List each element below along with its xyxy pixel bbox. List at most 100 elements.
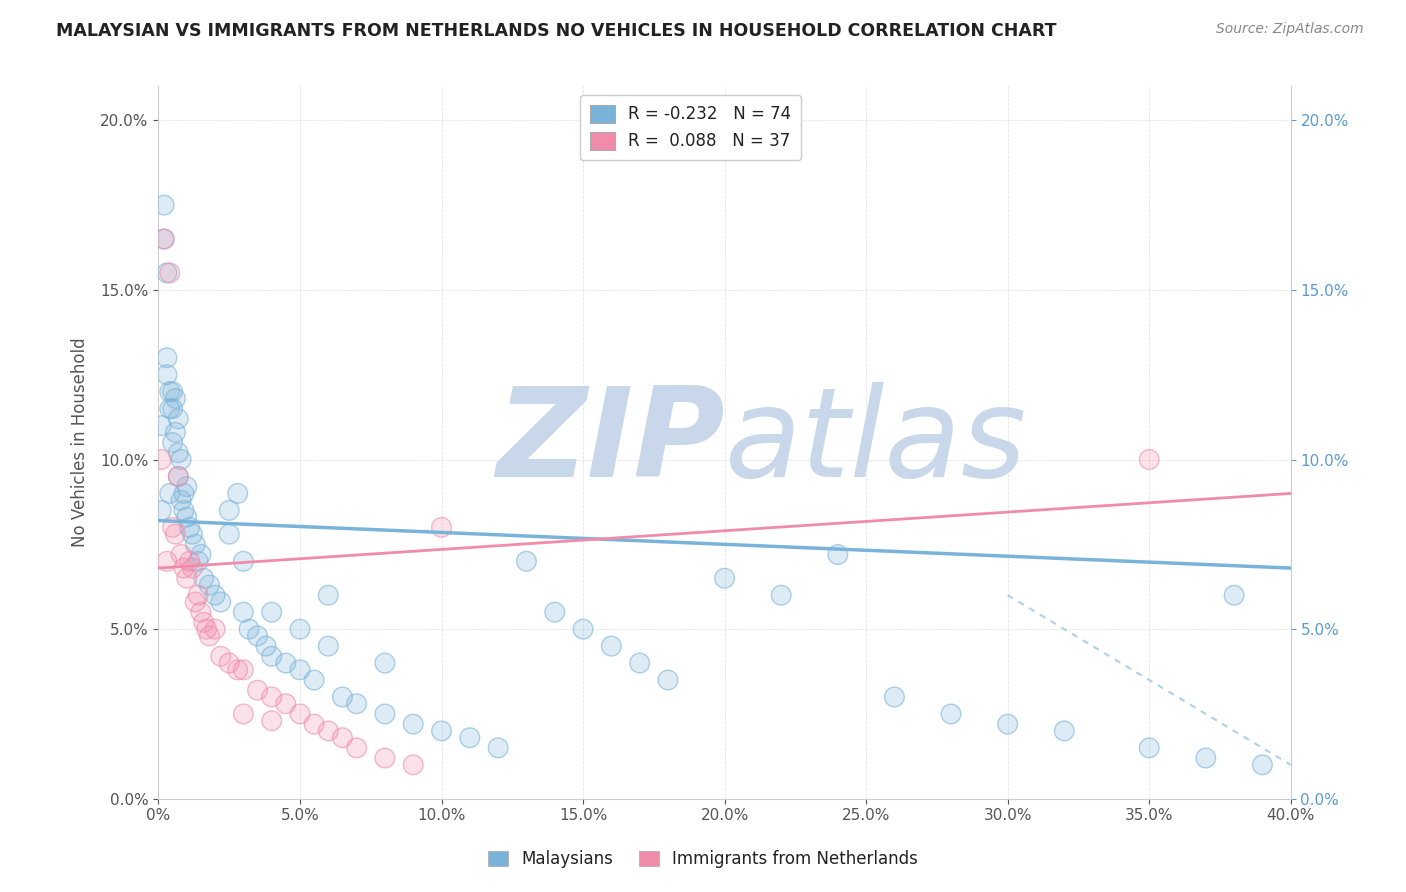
Point (162, 520, 184, 534)
Legend: Malaysians, Immigrants from Netherlands: Malaysians, Immigrants from Netherlands (482, 844, 924, 875)
Point (170, 548, 193, 562)
Point (1137, 740, 1160, 755)
Point (181, 561, 204, 575)
Point (346, 697, 368, 711)
Point (246, 683, 269, 698)
Point (226, 486, 249, 500)
Point (167, 469, 190, 483)
Point (430, 723, 453, 738)
Point (218, 503, 240, 517)
Point (274, 697, 297, 711)
Point (218, 527, 240, 541)
Point (600, 639, 623, 653)
Point (939, 706, 962, 721)
Point (430, 520, 453, 534)
Point (165, 527, 187, 541)
Point (232, 663, 254, 677)
Point (156, 554, 179, 568)
Point (179, 520, 201, 534)
Point (204, 588, 226, 602)
Point (515, 554, 537, 568)
Point (232, 706, 254, 721)
Point (173, 486, 195, 500)
Point (187, 588, 209, 602)
Point (374, 751, 396, 765)
Point (184, 595, 207, 609)
Point (316, 723, 339, 738)
Point (198, 629, 221, 643)
Point (254, 639, 277, 653)
Point (167, 469, 190, 483)
Point (458, 731, 481, 745)
Point (232, 706, 254, 721)
Point (170, 493, 193, 508)
Point (232, 605, 254, 619)
Point (195, 622, 218, 636)
Point (198, 578, 221, 592)
Point (165, 527, 187, 541)
Point (997, 717, 1019, 731)
Point (260, 714, 283, 728)
Point (628, 656, 651, 670)
Point (176, 510, 198, 524)
Point (150, 418, 173, 433)
Point (274, 656, 297, 670)
Point (165, 425, 187, 440)
Point (316, 639, 339, 653)
Point (1223, 588, 1246, 602)
Point (458, 731, 481, 745)
Point (1053, 723, 1076, 738)
Point (544, 605, 567, 619)
Point (167, 446, 190, 460)
Point (657, 673, 679, 687)
Point (238, 622, 260, 636)
Point (883, 690, 905, 704)
Point (770, 588, 793, 602)
Point (184, 537, 207, 551)
Y-axis label: No Vehicles in Household: No Vehicles in Household (72, 338, 89, 548)
Point (316, 723, 339, 738)
Point (190, 548, 212, 562)
Point (193, 615, 215, 630)
Point (402, 757, 425, 772)
Point (193, 571, 215, 585)
Point (179, 554, 201, 568)
Point (883, 690, 905, 704)
Point (1251, 757, 1274, 772)
Point (179, 554, 201, 568)
Point (181, 527, 204, 541)
Point (288, 706, 311, 721)
Point (176, 571, 198, 585)
Point (402, 717, 425, 731)
Point (486, 740, 509, 755)
Point (288, 663, 311, 677)
Point (153, 198, 176, 212)
Point (170, 493, 193, 508)
Legend: R = -0.232   N = 74, R =  0.088   N = 37: R = -0.232 N = 74, R = 0.088 N = 37 (579, 95, 801, 161)
Point (260, 649, 283, 664)
Text: atlas: atlas (724, 382, 1026, 503)
Point (260, 690, 283, 704)
Point (246, 629, 269, 643)
Point (260, 690, 283, 704)
Point (162, 384, 184, 399)
Point (402, 757, 425, 772)
Point (176, 480, 198, 494)
Point (713, 571, 735, 585)
Point (628, 656, 651, 670)
Point (827, 548, 849, 562)
Point (181, 561, 204, 575)
Point (209, 595, 232, 609)
Point (316, 588, 339, 602)
Point (232, 663, 254, 677)
Point (316, 588, 339, 602)
Point (346, 740, 368, 755)
Point (246, 629, 269, 643)
Point (173, 486, 195, 500)
Point (167, 446, 190, 460)
Point (218, 527, 240, 541)
Point (770, 588, 793, 602)
Point (153, 232, 176, 246)
Point (1137, 452, 1160, 467)
Point (232, 605, 254, 619)
